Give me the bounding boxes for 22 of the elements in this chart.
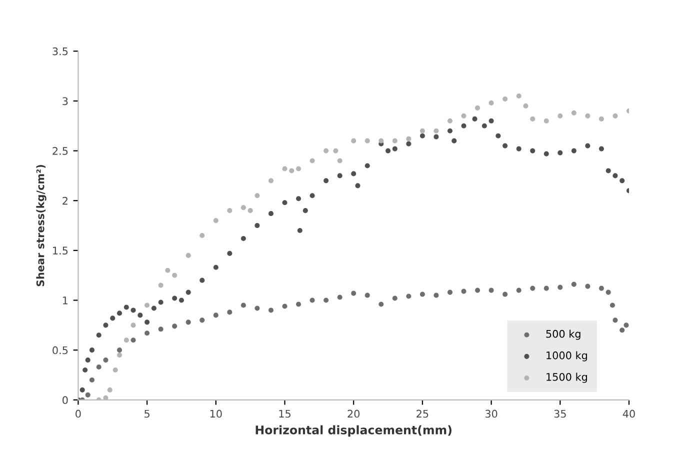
y-tick-label: 0 [62, 396, 68, 404]
y-tick-label: 3 [62, 97, 68, 106]
x-tick-label: 30 [485, 410, 498, 418]
y-tick-label: 2 [62, 196, 68, 205]
y-tick-label: 1 [62, 296, 68, 304]
x-tick-label: 40 [622, 410, 635, 418]
x-axis-title: Horizontal displacement(mm) [256, 425, 452, 437]
y-axis-title: Shear stress(kg/cm²) [36, 164, 46, 286]
x-tick-label: 0 [76, 410, 81, 418]
legend-label: 500 kg [546, 330, 580, 340]
x-tick-label: 20 [348, 410, 360, 418]
y-tick-label: 3.5 [52, 47, 68, 56]
x-tick-label: 25 [416, 410, 428, 418]
y-tick-label: 1.5 [53, 246, 68, 255]
legend-label: 1500 kg [546, 372, 587, 383]
x-tick-label: 10 [210, 410, 222, 418]
y-tick-label: 2.5 [52, 147, 68, 155]
x-tick-label: 15 [279, 410, 290, 418]
x-tick-label: 35 [554, 410, 566, 418]
y-tick-label: 0.5 [52, 346, 68, 354]
x-tick-label: 5 [144, 410, 150, 418]
legend-label: 1000 kg [546, 351, 587, 362]
